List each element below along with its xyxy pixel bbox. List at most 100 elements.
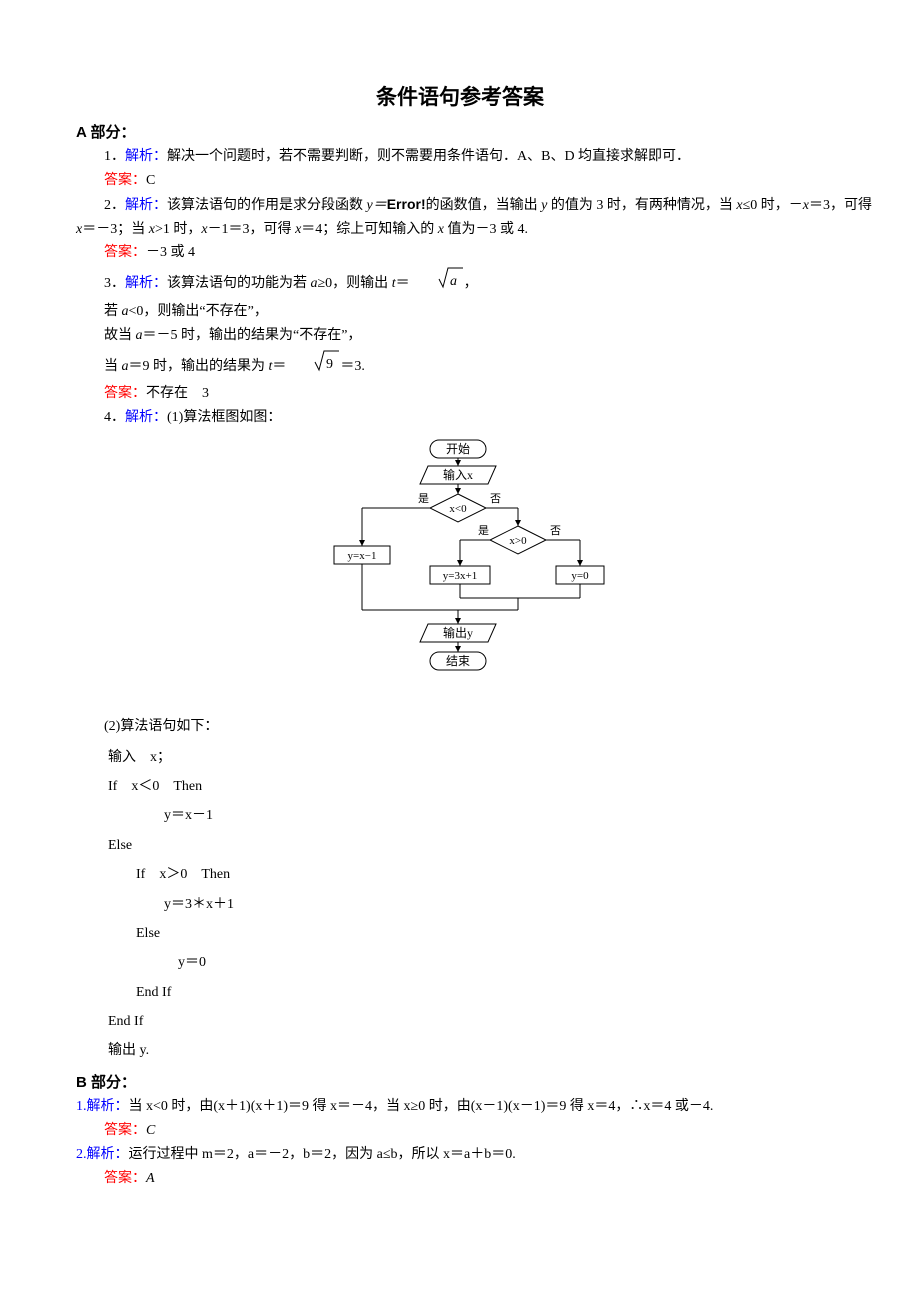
sqrt-9: 9 (286, 348, 340, 383)
svg-text:是: 是 (418, 492, 429, 505)
b-q2: 2.解析：运行过程中 m＝2，a＝－2，b＝2，因为 a≤b，所以 x＝a＋b＝… (76, 1143, 872, 1167)
svg-text:开始: 开始 (446, 442, 470, 456)
a-q3-line4: 当 a＝9 时，输出的结果为 t＝9＝3. (76, 348, 872, 383)
a-q3-answer: 答案：不存在 3 (76, 382, 872, 406)
a-q3-line3: 故当 a＝－5 时，输出的结果为“不存在”， (76, 324, 872, 348)
var-y: y＝ (367, 198, 387, 213)
flowchart: 开始 输入x x<0 是 否 y=x−1 x>0 是 否 y=3x+1 y=0 … (48, 438, 872, 707)
section-a-heading: A 部分： (76, 120, 872, 146)
var-a: a (311, 276, 318, 291)
text: 该算法语句的功能为若 (167, 276, 311, 291)
code-line: 输出 y. (108, 1036, 872, 1065)
var-a: a (122, 359, 129, 374)
q-number: 1． (104, 149, 125, 164)
svg-text:输入x: 输入x (443, 467, 473, 482)
answer-text: A (146, 1171, 155, 1186)
analysis-label: 解析： (125, 149, 167, 164)
text: ＝ (272, 359, 286, 374)
text: 的值为 3 时，有两种情况，当 (547, 198, 736, 213)
svg-text:输出y: 输出y (443, 625, 473, 640)
text: 该算法语句的作用是求分段函数 (167, 198, 367, 213)
q-number: 3． (104, 276, 125, 291)
text: (1)算法框图如图： (167, 410, 281, 425)
a-q4-part2: (2)算法语句如下： (76, 715, 872, 739)
code-line: 输入 x； (108, 743, 872, 772)
svg-text:否: 否 (490, 493, 501, 505)
b-q1: 1.解析：当 x<0 时，由(x＋1)(x＋1)＝9 得 x＝－4，当 x≥0 … (76, 1095, 872, 1119)
a-q3-line1: 3．解析：该算法语句的功能为若 a≥0，则输出 t＝a， (76, 265, 872, 300)
answer-text: C (146, 173, 155, 188)
answer-label: 答案： (104, 1171, 146, 1186)
text: ＝3. (340, 359, 365, 374)
svg-text:a: a (450, 274, 457, 289)
q-number: 2． (104, 198, 125, 213)
svg-text:否: 否 (550, 525, 561, 537)
text: 值为－3 或 4. (444, 222, 528, 237)
a-q4-line1: 4．解析：(1)算法框图如图： (76, 406, 872, 430)
code-line: If x＜0 Then (108, 772, 872, 801)
analysis-label: 解析： (125, 410, 167, 425)
a-q2-analysis: 2．解析：该算法语句的作用是求分段函数 y＝Error!的函数值，当输出 y 的… (76, 193, 872, 242)
flowchart-svg: 开始 输入x x<0 是 否 y=x−1 x>0 是 否 y=3x+1 y=0 … (300, 438, 620, 698)
sqrt-a: a (410, 265, 464, 300)
code-line: End If (108, 1007, 872, 1036)
answer-label: 答案： (104, 245, 146, 260)
text: ＝3，可得 (809, 198, 872, 213)
answer-text: －3 或 4 (146, 245, 195, 260)
svg-text:是: 是 (478, 524, 489, 537)
answer-text: 不存在 3 (146, 386, 209, 401)
text: 运行过程中 m＝2，a＝－2，b＝2，因为 a≤b，所以 x＝a＋b＝0. (129, 1147, 516, 1162)
b-q1-answer: 答案：C (76, 1119, 872, 1143)
algorithm-code: 输入 x； If x＜0 Then y＝x－1 Else If x＞0 Then… (108, 743, 872, 1066)
svg-text:y=x−1: y=x−1 (348, 550, 377, 562)
b-q2-answer: 答案：A (76, 1167, 872, 1191)
code-line: Else (136, 919, 872, 948)
text: >1 时， (155, 222, 201, 237)
answer-text: C (146, 1123, 155, 1138)
analysis-label: 解析： (87, 1099, 129, 1114)
code-line: End If (136, 978, 872, 1007)
q-number: 1. (76, 1099, 87, 1114)
svg-text:y=0: y=0 (571, 570, 589, 582)
doc-title: 条件语句参考答案 (48, 80, 872, 116)
var-a: a (122, 304, 129, 319)
answer-label: 答案： (104, 386, 146, 401)
code-line: y＝3＊x＋1 (164, 890, 872, 919)
text: 的函数值，当输出 (426, 198, 542, 213)
analysis-label: 解析： (125, 198, 167, 213)
text: ＝－3；当 (82, 222, 149, 237)
text: ， (464, 276, 478, 291)
text: ＝4；综上可知输入的 (301, 222, 438, 237)
text: 故当 (104, 328, 136, 343)
a-q1-answer: 答案：C (76, 169, 872, 193)
analysis-text: 解决一个问题时，若不需要判断，则不需要用条件语句．A、B、D 均直接求解即可． (167, 149, 690, 164)
answer-label: 答案： (104, 173, 146, 188)
text: 若 (104, 304, 122, 319)
analysis-label: 解析： (125, 276, 167, 291)
a-q3-line2: 若 a<0，则输出“不存在”， (76, 300, 872, 324)
error-text: Error! (387, 196, 426, 212)
text: 当 (104, 359, 122, 374)
text: ＝－5 时，输出的结果为“不存在”， (143, 328, 362, 343)
text: －1＝3，可得 (208, 222, 296, 237)
code-line: y＝0 (178, 948, 872, 977)
answer-label: 答案： (104, 1123, 146, 1138)
svg-text:y=3x+1: y=3x+1 (443, 570, 477, 582)
section-b-heading: B 部分： (76, 1070, 872, 1096)
a-q2-answer: 答案：－3 或 4 (76, 241, 872, 265)
a-q1-analysis: 1．解析：解决一个问题时，若不需要判断，则不需要用条件语句．A、B、D 均直接求… (76, 145, 872, 169)
svg-text:x<0: x<0 (449, 503, 467, 515)
text: ＝ (396, 276, 410, 291)
var-a: a (136, 328, 143, 343)
code-line: y＝x－1 (164, 801, 872, 830)
svg-text:结束: 结束 (446, 654, 470, 668)
text: 当 x<0 时，由(x＋1)(x＋1)＝9 得 x＝－4，当 x≥0 时，由(x… (129, 1099, 714, 1114)
q-number: 2. (76, 1147, 87, 1162)
svg-text:x>0: x>0 (509, 535, 527, 547)
text: ≥0，则输出 (318, 276, 392, 291)
text: ＝9 时，输出的结果为 (129, 359, 269, 374)
q-number: 4． (104, 410, 125, 425)
text: <0，则输出“不存在”， (129, 304, 268, 319)
svg-text:9: 9 (326, 357, 333, 372)
code-line: If x＞0 Then (136, 860, 872, 889)
